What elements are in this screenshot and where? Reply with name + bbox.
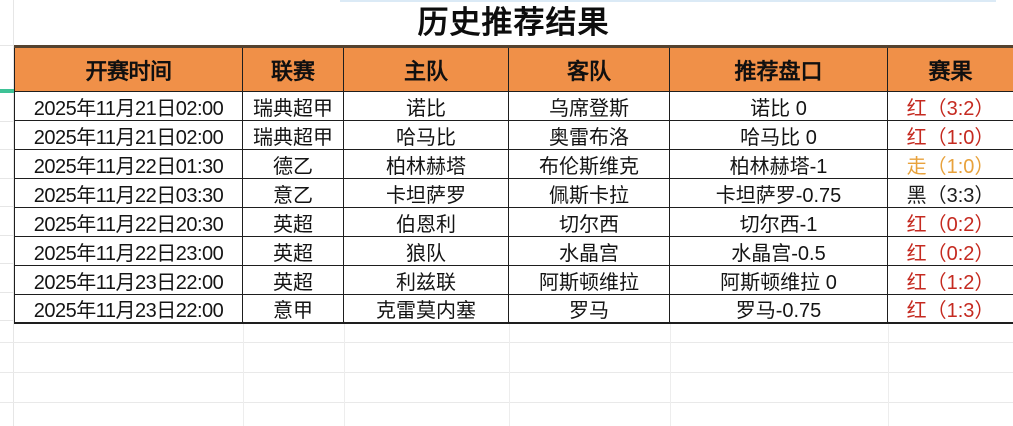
cell-home-team[interactable]: 克雷莫内塞	[344, 295, 509, 322]
cell-away-team[interactable]: 水晶宫	[509, 237, 670, 265]
cell-handicap[interactable]: 罗马-0.75	[670, 295, 888, 322]
gridline	[0, 292, 13, 293]
cell-league[interactable]: 英超	[243, 237, 344, 265]
gridline	[0, 320, 13, 321]
cell-away-team[interactable]: 罗马	[509, 295, 670, 322]
cell-handicap[interactable]: 阿斯顿维拉 0	[670, 266, 888, 294]
cell-league[interactable]: 瑞典超甲	[243, 121, 344, 149]
page-title[interactable]: 历史推荐结果	[417, 5, 610, 40]
cell-handicap[interactable]: 切尔西-1	[670, 208, 888, 236]
cell-away-team[interactable]: 阿斯顿维拉	[509, 266, 670, 294]
gridline	[0, 402, 1013, 403]
cell-handicap[interactable]: 哈马比 0	[670, 121, 888, 149]
cell-handicap[interactable]: 诺比 0	[670, 92, 888, 120]
column-header-kickoff-time[interactable]: 开赛时间	[14, 48, 243, 91]
gridline	[888, 321, 889, 426]
cell-time[interactable]: 2025年11月23日22:00	[14, 266, 243, 294]
cell-handicap[interactable]: 水晶宫-0.5	[670, 237, 888, 265]
results-table: 开赛时间 联赛 主队 客队 推荐盘口 赛果 2025年11月21日02:00 瑞…	[14, 45, 1013, 324]
cell-result[interactable]: 红（1:0）	[906, 126, 995, 149]
cell-time[interactable]: 2025年11月22日20:30	[14, 208, 243, 236]
table-row: 2025年11月23日22:00 英超 利兹联 阿斯顿维拉 阿斯顿维拉 0 红（…	[14, 266, 1013, 295]
cell-home-team[interactable]: 哈马比	[344, 121, 509, 149]
cell-result[interactable]: 红（0:2）	[906, 242, 995, 265]
table-row: 2025年11月22日20:30 英超 伯恩利 切尔西 切尔西-1 红（0:2）	[14, 208, 1013, 237]
gridline	[0, 121, 13, 122]
cell-league[interactable]: 英超	[243, 266, 344, 294]
gridline	[0, 178, 13, 179]
column-header-league[interactable]: 联赛	[243, 48, 344, 91]
cell-home-team[interactable]: 柏林赫塔	[344, 150, 509, 178]
cell-home-team[interactable]: 利兹联	[344, 266, 509, 294]
cell-time[interactable]: 2025年11月23日22:00	[14, 295, 243, 322]
cell-result[interactable]: 红（0:2）	[906, 213, 995, 236]
selection-accent	[0, 89, 14, 93]
cell-time[interactable]: 2025年11月22日23:00	[14, 237, 243, 265]
status-bar-edge	[340, 0, 996, 2]
table-row: 2025年11月23日22:00 意甲 克雷莫内塞 罗马 罗马-0.75 红（1…	[14, 295, 1013, 324]
cell-home-team[interactable]: 卡坦萨罗	[344, 179, 509, 207]
gridline	[0, 235, 13, 236]
cell-away-team[interactable]: 乌席登斯	[509, 92, 670, 120]
gridline	[0, 206, 13, 207]
gridline	[0, 45, 13, 46]
cell-league[interactable]: 意乙	[243, 179, 344, 207]
gridline	[0, 372, 1013, 373]
cell-away-team[interactable]: 切尔西	[509, 208, 670, 236]
gridline	[670, 321, 671, 426]
column-header-result[interactable]: 赛果	[928, 58, 973, 84]
cell-league[interactable]: 德乙	[243, 150, 344, 178]
table-row: 2025年11月22日01:30 德乙 柏林赫塔 布伦斯维克 柏林赫塔-1 走（…	[14, 150, 1013, 179]
cell-away-team[interactable]: 奥雷布洛	[509, 121, 670, 149]
cell-result[interactable]: 黑（3:3）	[906, 184, 995, 207]
gridline	[0, 149, 13, 150]
table-row: 2025年11月22日23:00 英超 狼队 水晶宫 水晶宫-0.5 红（0:2…	[14, 237, 1013, 266]
gridline	[0, 342, 1013, 343]
cell-time[interactable]: 2025年11月22日01:30	[14, 150, 243, 178]
gridline	[0, 263, 13, 264]
cell-time[interactable]: 2025年11月21日02:00	[14, 121, 243, 149]
cell-home-team[interactable]: 诺比	[344, 92, 509, 120]
gridline	[344, 321, 345, 426]
cell-handicap[interactable]: 柏林赫塔-1	[670, 150, 888, 178]
cell-result[interactable]: 红（1:3）	[906, 300, 995, 322]
cell-handicap[interactable]: 卡坦萨罗-0.75	[670, 179, 888, 207]
column-header-handicap[interactable]: 推荐盘口	[670, 48, 888, 91]
table-header-row: 开赛时间 联赛 主队 客队 推荐盘口 赛果	[14, 45, 1013, 92]
table-row: 2025年11月22日03:30 意乙 卡坦萨罗 佩斯卡拉 卡坦萨罗-0.75 …	[14, 179, 1013, 208]
cell-home-team[interactable]: 狼队	[344, 237, 509, 265]
cell-time[interactable]: 2025年11月21日02:00	[14, 92, 243, 120]
cell-result[interactable]: 走（1:0）	[906, 155, 995, 178]
cell-away-team[interactable]: 佩斯卡拉	[509, 179, 670, 207]
column-header-home-team[interactable]: 主队	[344, 48, 509, 91]
cell-away-team[interactable]: 布伦斯维克	[509, 150, 670, 178]
column-header-away-team[interactable]: 客队	[509, 48, 670, 91]
gridline	[13, 0, 14, 426]
cell-result[interactable]: 红（1:2）	[906, 271, 995, 294]
cell-result[interactable]: 红（3:2）	[906, 97, 995, 120]
table-row: 2025年11月21日02:00 瑞典超甲 诺比 乌席登斯 诺比 0 红（3:2…	[14, 92, 1013, 121]
cell-league[interactable]: 瑞典超甲	[243, 92, 344, 120]
cell-home-team[interactable]: 伯恩利	[344, 208, 509, 236]
gridline	[243, 321, 244, 426]
cell-league[interactable]: 英超	[243, 208, 344, 236]
cell-league[interactable]: 意甲	[243, 295, 344, 322]
gridline	[509, 321, 510, 426]
cell-time[interactable]: 2025年11月22日03:30	[14, 179, 243, 207]
table-row: 2025年11月21日02:00 瑞典超甲 哈马比 奥雷布洛 哈马比 0 红（1…	[14, 121, 1013, 150]
